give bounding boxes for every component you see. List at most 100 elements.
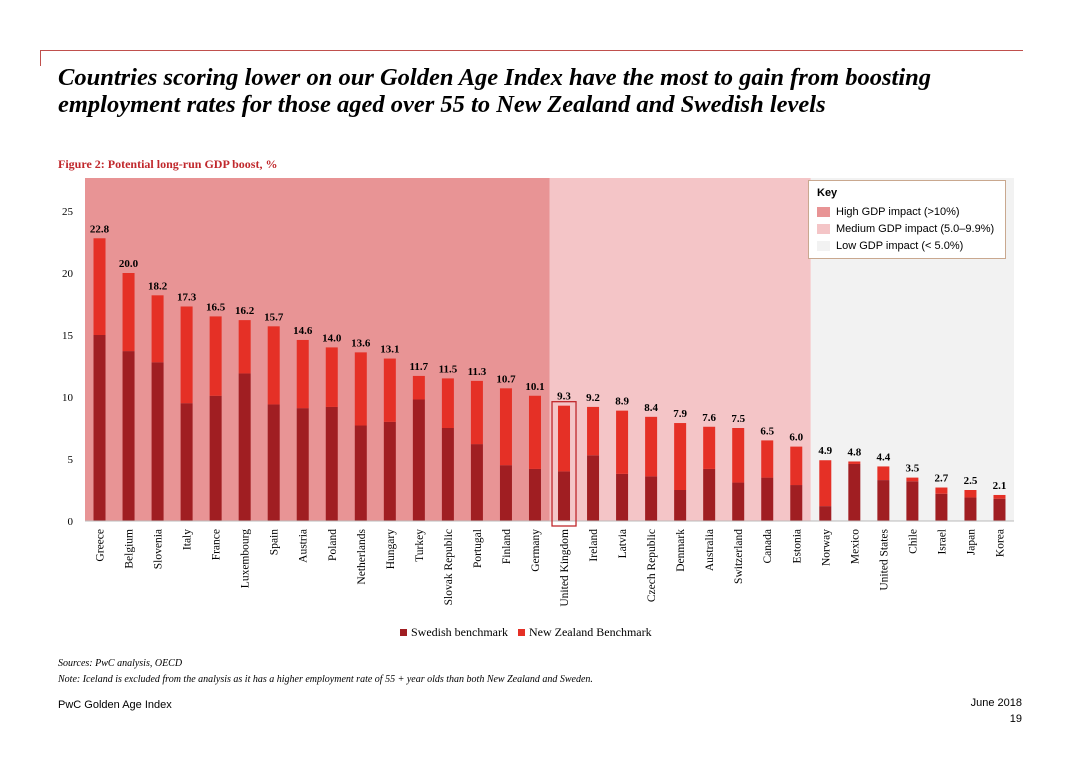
bar-swedish: [558, 471, 571, 521]
x-tick-label: Czech Republic: [646, 529, 658, 602]
key-item-high: High GDP impact (>10%): [817, 206, 960, 218]
y-tick-label: 0: [68, 516, 74, 528]
bar-swedish: [470, 444, 483, 521]
key-item-low: Low GDP impact (< 5.0%): [817, 240, 963, 252]
x-tick-label: Turkey: [414, 529, 426, 562]
chart-legend: Swedish benchmark New Zealand Benchmark: [400, 625, 652, 640]
x-tick-label: Finland: [501, 529, 513, 564]
x-tick-label: United States: [878, 528, 890, 590]
legend-item-swedish: Swedish benchmark: [400, 625, 508, 640]
bar-new-zealand: [325, 347, 338, 407]
bar-swedish: [877, 480, 890, 521]
legend-label-swedish: Swedish benchmark: [411, 625, 508, 639]
bar-swedish: [441, 428, 454, 521]
data-label: 3.5: [906, 463, 920, 475]
bar-swedish: [616, 473, 629, 521]
bar-swedish: [325, 406, 338, 521]
x-tick-label: Ireland: [588, 529, 600, 562]
data-label: 18.2: [148, 280, 168, 292]
legend-item-nz: New Zealand Benchmark: [517, 625, 652, 640]
bar-swedish: [761, 477, 774, 521]
legend-label-nz: New Zealand Benchmark: [528, 625, 652, 639]
legend-swatch-nz: [517, 629, 525, 636]
bar-new-zealand: [238, 320, 251, 374]
bar-new-zealand: [383, 358, 396, 422]
y-tick-label: 25: [62, 206, 74, 218]
data-label: 14.0: [322, 332, 342, 344]
bar-new-zealand: [616, 410, 629, 474]
sources-note: Sources: PwC analysis, OECD: [58, 658, 183, 669]
bar-swedish: [964, 497, 977, 521]
page-title: Countries scoring lower on our Golden Ag…: [58, 64, 932, 118]
data-label: 11.5: [439, 363, 458, 375]
key-label-medium: Medium GDP impact (5.0–9.9%): [836, 223, 995, 235]
bar-new-zealand: [470, 380, 483, 445]
data-label: 2.7: [935, 473, 949, 485]
key-swatch-high: [817, 207, 830, 217]
x-tick-label: Hungary: [385, 529, 397, 569]
data-label: 11.7: [410, 361, 429, 373]
x-tick-label: Australia: [704, 529, 716, 571]
bar-new-zealand: [935, 487, 948, 494]
bar-new-zealand: [412, 375, 425, 400]
x-tick-label: Germany: [530, 529, 542, 572]
data-label: 14.6: [293, 325, 313, 337]
x-tick-label: Korea: [994, 529, 1006, 557]
bar-new-zealand: [819, 460, 832, 507]
bar-new-zealand: [790, 446, 803, 486]
bar-swedish: [703, 468, 716, 521]
x-tick-label: Spain: [269, 529, 281, 555]
bar-swedish: [383, 421, 396, 521]
y-tick-label: 10: [62, 392, 74, 404]
x-tick-label: Chile: [907, 529, 919, 554]
bar-swedish: [499, 465, 512, 521]
x-tick-label: Japan: [965, 529, 977, 555]
data-label: 15.7: [264, 311, 284, 323]
data-label: 10.1: [525, 381, 544, 393]
x-tick-label: Canada: [762, 529, 774, 563]
figure-caption: Figure 2: Potential long-run GDP boost, …: [58, 157, 278, 171]
bar-new-zealand: [180, 306, 193, 404]
x-tick-label: Austria: [298, 529, 310, 563]
data-label: 7.9: [673, 408, 687, 420]
data-label: 22.8: [90, 223, 110, 235]
bar-new-zealand: [93, 238, 106, 335]
data-label: 20.0: [119, 258, 139, 270]
key-label-low: Low GDP impact (< 5.0%): [836, 240, 964, 252]
bar-swedish: [267, 404, 280, 521]
bar-swedish: [674, 490, 687, 521]
x-tick-label: Italy: [182, 529, 194, 550]
bar-swedish: [935, 493, 948, 521]
bar-swedish: [819, 506, 832, 521]
data-label: 2.5: [964, 475, 978, 487]
key-swatch-low: [817, 241, 830, 251]
x-tick-label: Belgium: [124, 529, 136, 569]
data-label: 13.6: [351, 337, 371, 349]
data-label: 6.5: [760, 425, 774, 437]
bar-new-zealand: [296, 339, 309, 409]
bar-swedish: [122, 351, 135, 521]
key-label-high: High GDP impact (>10%): [836, 206, 960, 218]
y-tick-label: 15: [62, 330, 74, 342]
data-label: 17.3: [177, 291, 197, 303]
x-tick-label: Netherlands: [356, 528, 368, 584]
bar-swedish: [790, 485, 803, 521]
legend-swatch-swedish: [400, 629, 407, 636]
key-box: Key High GDP impact (>10%) Medium GDP im…: [808, 180, 1006, 259]
x-tick-label: Norway: [820, 529, 832, 566]
bar-swedish: [412, 399, 425, 521]
bar-new-zealand: [441, 378, 454, 428]
x-tick-label: Luxembourg: [240, 529, 252, 588]
bar-swedish: [151, 362, 164, 521]
key-swatch-medium: [817, 224, 830, 234]
bar-new-zealand: [674, 423, 687, 490]
bar-new-zealand: [993, 494, 1006, 499]
bar-swedish: [180, 403, 193, 521]
page-number: 19: [1009, 713, 1022, 725]
data-label: 8.9: [615, 396, 629, 408]
x-tick-label: Denmark: [675, 529, 687, 572]
data-label: 4.9: [818, 445, 832, 457]
y-tick-label: 5: [68, 454, 74, 466]
data-label: 6.0: [789, 432, 803, 444]
bar-new-zealand: [558, 405, 571, 472]
